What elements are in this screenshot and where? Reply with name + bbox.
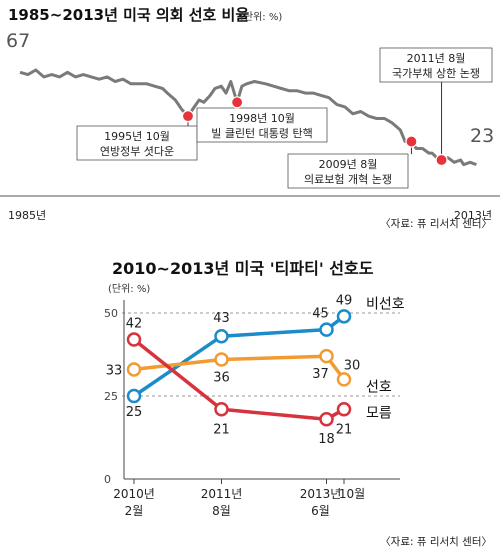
data-point (214, 352, 229, 367)
event-marker (181, 110, 195, 123)
series-line (132, 338, 345, 421)
data-point (319, 411, 334, 427)
x-category-label: 2010년 (113, 487, 155, 501)
data-point (126, 388, 142, 404)
annotation-text: 2011년 8월 (407, 52, 466, 65)
annotation-text: 1998년 10월 (229, 112, 295, 125)
x-category-label: 6월 (311, 504, 330, 518)
data-point (126, 332, 142, 347)
series-비선호: 25 43 45 49 비선호 (126, 293, 405, 420)
x-category-label: 8월 (212, 504, 231, 518)
x-category-label: 2013년 (300, 487, 342, 501)
data-point (214, 328, 229, 344)
data-label: 18 (318, 432, 335, 447)
data-label: 49 (336, 293, 353, 308)
y-tick-label: 25 (104, 390, 118, 403)
chart2-plot-area: 0 25 50 2010년 2월 2011년 8월 2013년 6월 10월 25 43 45 49 비선호… (104, 293, 405, 518)
annotation-box (379, 47, 493, 83)
series-name-label: 비선호 (366, 296, 405, 312)
x-category-label: 10월 (339, 487, 365, 501)
data-point (336, 372, 352, 387)
y-tick-label: 50 (104, 307, 118, 320)
data-label: 45 (312, 307, 329, 322)
chart2-title: 2010~2013년 미국 '티파티' 선호도 (112, 259, 374, 278)
start-value-label: 67 (6, 30, 30, 52)
series-line (133, 354, 346, 381)
data-point (319, 322, 334, 337)
data-label: 21 (213, 422, 230, 437)
x-category-label: 2011년 (201, 487, 243, 501)
event-marker (231, 96, 244, 109)
series-name-label: 모름 (366, 405, 392, 421)
data-label: 43 (213, 311, 230, 326)
annotation-box (196, 107, 328, 143)
data-label: 21 (336, 422, 353, 437)
chart1-x-end: 2013년 (454, 209, 492, 222)
event-marker (405, 135, 418, 148)
data-label: 30 (344, 358, 361, 373)
chart1-x-start: 1985년 (8, 209, 46, 222)
congress-approval-line (19, 68, 477, 167)
congress-approval-chart: 1985~2013년 미국 의회 선호 비율 (단위: %) 67 23 1995년… (0, 6, 500, 222)
annotation-text: 의료보험 개혁 논쟁 (304, 173, 392, 186)
event-marker (435, 153, 448, 167)
series-line (133, 314, 346, 398)
annotation-box (76, 125, 198, 161)
annotation-text: 2009년 8월 (319, 158, 378, 171)
chart2-unit: (단위: %) (108, 282, 150, 295)
y-tick-label: 0 (104, 473, 111, 486)
annotation-box (287, 153, 409, 189)
end-value-label: 23 (470, 125, 494, 147)
data-point (319, 348, 334, 364)
annotation-text: 국가부채 상한 논쟁 (392, 67, 480, 80)
x-category-label: 2월 (125, 504, 144, 518)
data-label: 42 (126, 317, 143, 332)
chart1-unit: (단위: %) (240, 10, 282, 23)
chart1-source: 〈자료: 퓨 리서치 센터〉 (380, 218, 492, 230)
annotation-text: 연방정부 셧다운 (100, 145, 174, 158)
series-선호: 33 36 37 30 선호 (106, 348, 392, 395)
chart1-title: 1985~2013년 미국 의회 선호 비율 (8, 6, 249, 24)
data-label: 25 (126, 405, 143, 420)
data-label: 36 (213, 370, 230, 385)
data-label: 33 (106, 363, 123, 378)
annotation-text: 빌 클린턴 대통령 탄핵 (211, 127, 313, 140)
data-label: 37 (312, 367, 329, 382)
data-point (214, 402, 229, 417)
series-name-label: 선호 (366, 379, 392, 395)
data-point (336, 309, 352, 324)
data-point (336, 402, 352, 417)
annotation-text: 1995년 10월 (104, 130, 170, 143)
chart2-source: 〈자료: 퓨 리서치 센터〉 (380, 536, 492, 548)
data-point (126, 362, 142, 377)
